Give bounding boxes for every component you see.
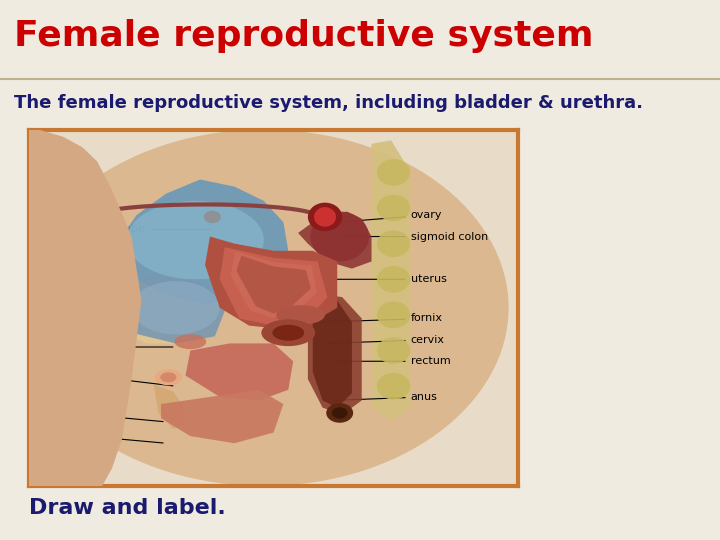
Polygon shape bbox=[117, 276, 225, 343]
Ellipse shape bbox=[377, 159, 410, 186]
Polygon shape bbox=[220, 247, 328, 326]
Text: uterus: uterus bbox=[325, 274, 446, 284]
Polygon shape bbox=[161, 390, 284, 443]
Ellipse shape bbox=[314, 207, 336, 227]
Text: fornix: fornix bbox=[325, 314, 443, 323]
Ellipse shape bbox=[132, 281, 220, 334]
Ellipse shape bbox=[377, 337, 410, 364]
Ellipse shape bbox=[276, 305, 325, 325]
Polygon shape bbox=[236, 256, 311, 314]
Ellipse shape bbox=[332, 407, 348, 419]
Text: g-spot: g-spot bbox=[68, 342, 173, 352]
Text: clitoris: clitoris bbox=[68, 370, 173, 386]
Ellipse shape bbox=[161, 372, 176, 382]
Text: The female reproductive system, including bladder & urethra.: The female reproductive system, includin… bbox=[14, 93, 644, 112]
Text: fallopian tube: fallopian tube bbox=[68, 225, 212, 234]
Text: Draw and label.: Draw and label. bbox=[29, 497, 225, 518]
Ellipse shape bbox=[377, 373, 410, 400]
Polygon shape bbox=[29, 130, 141, 486]
Ellipse shape bbox=[377, 230, 410, 257]
Polygon shape bbox=[312, 297, 352, 408]
Text: anus: anus bbox=[335, 392, 438, 402]
Ellipse shape bbox=[377, 194, 410, 221]
Ellipse shape bbox=[174, 334, 207, 349]
Text: pubic bone: pubic bone bbox=[68, 324, 163, 334]
Ellipse shape bbox=[326, 403, 354, 423]
Ellipse shape bbox=[127, 201, 264, 279]
Polygon shape bbox=[153, 384, 183, 429]
Ellipse shape bbox=[204, 211, 221, 223]
Ellipse shape bbox=[308, 202, 342, 231]
Ellipse shape bbox=[377, 266, 410, 293]
Text: cervix: cervix bbox=[325, 335, 445, 345]
Ellipse shape bbox=[377, 301, 410, 328]
Polygon shape bbox=[230, 252, 317, 318]
Polygon shape bbox=[298, 212, 372, 268]
Ellipse shape bbox=[310, 212, 369, 261]
Polygon shape bbox=[112, 301, 195, 343]
Text: ovary: ovary bbox=[340, 210, 442, 222]
Ellipse shape bbox=[155, 369, 181, 386]
Polygon shape bbox=[107, 179, 288, 304]
Ellipse shape bbox=[272, 325, 305, 341]
Polygon shape bbox=[205, 237, 337, 329]
Ellipse shape bbox=[261, 319, 315, 346]
Text: rectum: rectum bbox=[335, 356, 451, 366]
Text: Female reproductive system: Female reproductive system bbox=[14, 19, 594, 53]
Text: vagina: vagina bbox=[68, 431, 163, 443]
Text: sigmoid colon: sigmoid colon bbox=[340, 232, 488, 241]
Polygon shape bbox=[186, 343, 293, 401]
Ellipse shape bbox=[19, 130, 508, 486]
Polygon shape bbox=[372, 140, 410, 422]
Text: bladder: bladder bbox=[68, 303, 188, 313]
Text: urethra: urethra bbox=[68, 410, 163, 422]
Polygon shape bbox=[308, 294, 361, 415]
